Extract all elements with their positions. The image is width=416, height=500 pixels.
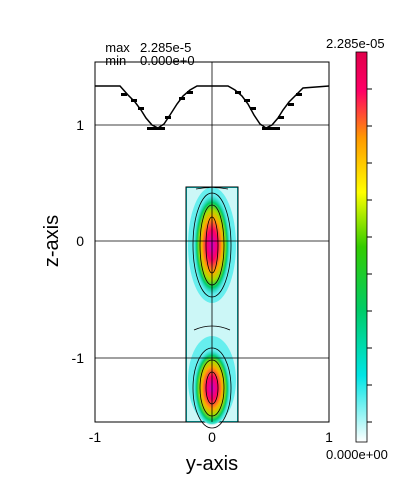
max-stat: max 2.285e-5	[98, 28, 191, 55]
surface-step	[262, 127, 280, 130]
surface-step	[165, 116, 171, 119]
surface-step	[288, 103, 294, 106]
x-axis: -1 0 1 y-axis	[89, 429, 333, 475]
max-value: 2.285e-5	[140, 40, 192, 55]
colorbar-max-label: 2.285e-05	[326, 36, 385, 51]
surface-step	[244, 99, 250, 102]
surface-step	[147, 127, 165, 130]
min-stat: min 0.000e+0	[98, 41, 194, 68]
y-tick-label: 1	[76, 117, 84, 133]
surface-step	[131, 99, 137, 102]
max-label: max	[105, 40, 130, 55]
colorbar-min-label: 0.000e+00	[326, 447, 388, 462]
surface-step	[296, 93, 302, 96]
colorbar	[355, 51, 372, 443]
x-tick-label: -1	[89, 429, 102, 445]
min-value: 0.000e+0	[140, 53, 195, 68]
surface-step	[278, 116, 284, 119]
y-axis-label: z-axis	[41, 215, 63, 267]
surface-step	[179, 97, 185, 100]
y-axis: 1 0 -1 z-axis	[41, 117, 84, 366]
min-label: min	[105, 53, 127, 68]
surface-step	[187, 91, 193, 94]
surface-step	[138, 107, 144, 110]
surface-step	[235, 91, 241, 94]
gridlines	[95, 62, 329, 422]
x-axis-label: y-axis	[186, 453, 238, 475]
y-tick-label: 0	[76, 233, 84, 249]
x-tick-label: 1	[325, 429, 333, 445]
surface-step	[121, 93, 127, 96]
surface-profile	[95, 85, 330, 130]
x-tick-label: 0	[208, 429, 216, 445]
surface-line	[95, 85, 330, 129]
colorbar-gradient	[355, 51, 368, 443]
surface-step	[250, 107, 256, 110]
colorbar-ticks	[367, 88, 372, 423]
y-tick-label: -1	[72, 350, 85, 366]
